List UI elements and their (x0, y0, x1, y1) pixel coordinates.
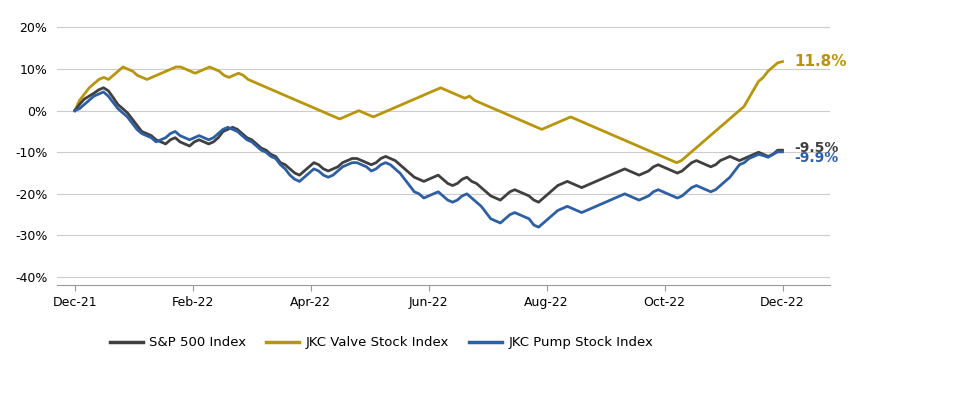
Legend: S&P 500 Index, JKC Valve Stock Index, JKC Pump Stock Index: S&P 500 Index, JKC Valve Stock Index, JK… (105, 331, 659, 354)
Text: -9.5%: -9.5% (795, 141, 839, 155)
Text: 11.8%: 11.8% (795, 54, 847, 69)
Text: -9.9%: -9.9% (795, 151, 839, 165)
